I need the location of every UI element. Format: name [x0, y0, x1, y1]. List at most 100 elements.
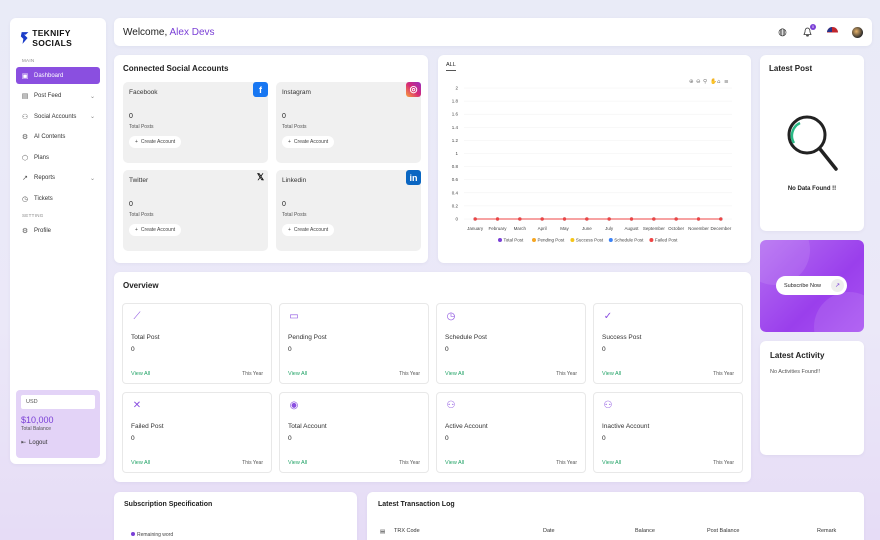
gear-icon: ⚙ [21, 227, 29, 235]
latest-post-card: Latest Post No Data Found !! [760, 55, 864, 231]
legend-marker [649, 238, 654, 242]
logout-label: Logout [29, 439, 48, 446]
x-circle-icon: ✕ [132, 399, 142, 411]
calendar-icon: ▭ [289, 310, 299, 322]
sidebar-item-profile[interactable]: ⚙ Profile [16, 222, 100, 239]
chart-toolbar-icon: ⚲ [703, 79, 707, 85]
ai-icon: ⚙ [21, 134, 29, 141]
avatar[interactable] [852, 26, 863, 38]
x-tick-label: June [582, 226, 592, 231]
x-tick-label: August [624, 226, 639, 231]
create-account-label: Create Account [140, 227, 176, 233]
account-post-count: 0 [129, 113, 133, 120]
user-x-icon: ⚇ [603, 399, 613, 411]
sidebar-item-label: Dashboard [34, 72, 64, 79]
overview-label: Success Post [602, 334, 642, 341]
sidebar-item-tickets[interactable]: ◷ Tickets [16, 190, 100, 207]
linkedin-icon: in [406, 170, 421, 185]
balance-box: USD $10,000 Total Balance ⇤ Logout [16, 390, 100, 458]
sidebar-item-reports[interactable]: ↗ Reports ⌄ [16, 170, 100, 187]
period-label: This Year [556, 371, 577, 377]
sidebar-item-social-accounts[interactable]: ⚇ Social Accounts ⌄ [16, 108, 100, 125]
sidebar-item-label: Reports [34, 175, 56, 181]
overview-card-total-post: ⟋ Total Post 0 View All This Year [122, 303, 272, 384]
box-icon: ⬡ [21, 154, 29, 162]
logout-button[interactable]: ⇤ Logout [21, 439, 95, 447]
period-label: This Year [399, 371, 420, 377]
sidebar-item-label: Post Feed [34, 93, 62, 99]
y-tick-label: 1.8 [452, 99, 459, 104]
create-account-label: Create Account [293, 227, 329, 233]
data-point [585, 217, 589, 221]
chevron-down-icon: ⌄ [89, 114, 95, 120]
sidebar-item-plans[interactable]: ⬡ Plans [16, 149, 100, 166]
sidebar-item-label: Social Accounts [34, 113, 77, 120]
x-tick-label: February [488, 226, 507, 231]
sidebar-item-ai-contents[interactable]: ⚙ AI Contents [16, 129, 100, 146]
overview-label: Total Post [131, 334, 160, 341]
view-all-link[interactable]: View All [445, 460, 465, 466]
view-all-link[interactable]: View All [602, 371, 622, 377]
legend-label: Remaining word [137, 532, 174, 538]
overview-value: 0 [131, 435, 135, 442]
globe-icon[interactable]: ◍ [778, 26, 787, 38]
chart-toolbar-icon: ⊕ [689, 79, 694, 85]
create-account-button[interactable]: + Create Account [282, 136, 335, 148]
plus-icon: + [135, 139, 138, 145]
view-all-link[interactable]: View All [288, 460, 308, 466]
balance-label: Total Balance [21, 426, 52, 432]
chart-toolbar-icon: ⊖ [696, 79, 701, 85]
account-post-label: Total Posts [129, 212, 154, 218]
overview-label: Failed Post [131, 423, 164, 430]
create-account-button[interactable]: + Create Account [282, 224, 335, 236]
overview-label: Total Account [288, 423, 327, 430]
sidebar: TEKNIFY SOCIALS MAIN ▣ Dashboard ▤ Post Fee… [10, 18, 106, 464]
legend-dot [131, 532, 135, 536]
transaction-log-card: Latest Transaction Log ▤ TRX Code Date B… [367, 492, 864, 540]
twitter-icon: 𝕏 [253, 170, 268, 185]
instagram-icon: ◎ [406, 82, 421, 97]
y-tick-label: 0.8 [452, 164, 459, 169]
overview-value: 0 [288, 346, 292, 353]
y-tick-label: 1 [455, 151, 458, 156]
us-flag-icon[interactable] [827, 26, 838, 38]
currency-select[interactable]: USD [21, 395, 95, 409]
account-name: Facebook [129, 89, 158, 96]
brand-logo[interactable]: TEKNIFY SOCIALS [20, 28, 100, 48]
period-label: This Year [242, 460, 263, 466]
bell-icon[interactable]: 0 [802, 23, 816, 38]
sidebar-item-dashboard[interactable]: ▣ Dashboard [16, 67, 100, 84]
x-tick-label: April [538, 226, 547, 231]
data-point [607, 217, 611, 221]
column-header: Date [543, 528, 555, 534]
chart-toolbar-icon: ≡ [724, 79, 729, 85]
receipt-icon: ▤ [380, 529, 386, 535]
overview-value: 0 [602, 346, 606, 353]
view-all-link[interactable]: View All [445, 371, 465, 377]
subscribe-button[interactable]: Subscribe Now ↗ [776, 276, 847, 295]
user-name: Alex Devs [169, 26, 215, 38]
period-label: This Year [399, 460, 420, 466]
view-all-link[interactable]: View All [288, 371, 308, 377]
create-account-button[interactable]: + Create Account [129, 224, 182, 236]
overview-card-schedule-post: ◷ Schedule Post 0 View All This Year [436, 303, 586, 384]
create-account-button[interactable]: + Create Account [129, 136, 182, 148]
clock-icon: ◷ [446, 310, 456, 322]
y-tick-label: 1.6 [452, 112, 459, 117]
view-all-link[interactable]: View All [131, 371, 151, 377]
post-feed-icon: ▤ [21, 93, 29, 100]
chart-tab-all[interactable]: ALL [446, 62, 456, 71]
logo-mark-icon [20, 32, 29, 44]
nav-section-setting: SETTING [22, 213, 44, 218]
x-tick-label: November [688, 226, 709, 231]
subscribe-banner: Subscribe Now ↗ [760, 240, 864, 332]
legend-marker [570, 238, 575, 242]
y-tick-label: 1.2 [452, 138, 459, 143]
view-all-link[interactable]: View All [131, 460, 151, 466]
overview-title: Overview [123, 281, 159, 290]
x-tick-label: July [605, 226, 614, 231]
account-post-count: 0 [282, 113, 286, 120]
sidebar-item-post-feed[interactable]: ▤ Post Feed ⌄ [16, 88, 100, 105]
view-all-link[interactable]: View All [602, 460, 622, 466]
chart-line-icon: ⟋ [133, 310, 141, 322]
